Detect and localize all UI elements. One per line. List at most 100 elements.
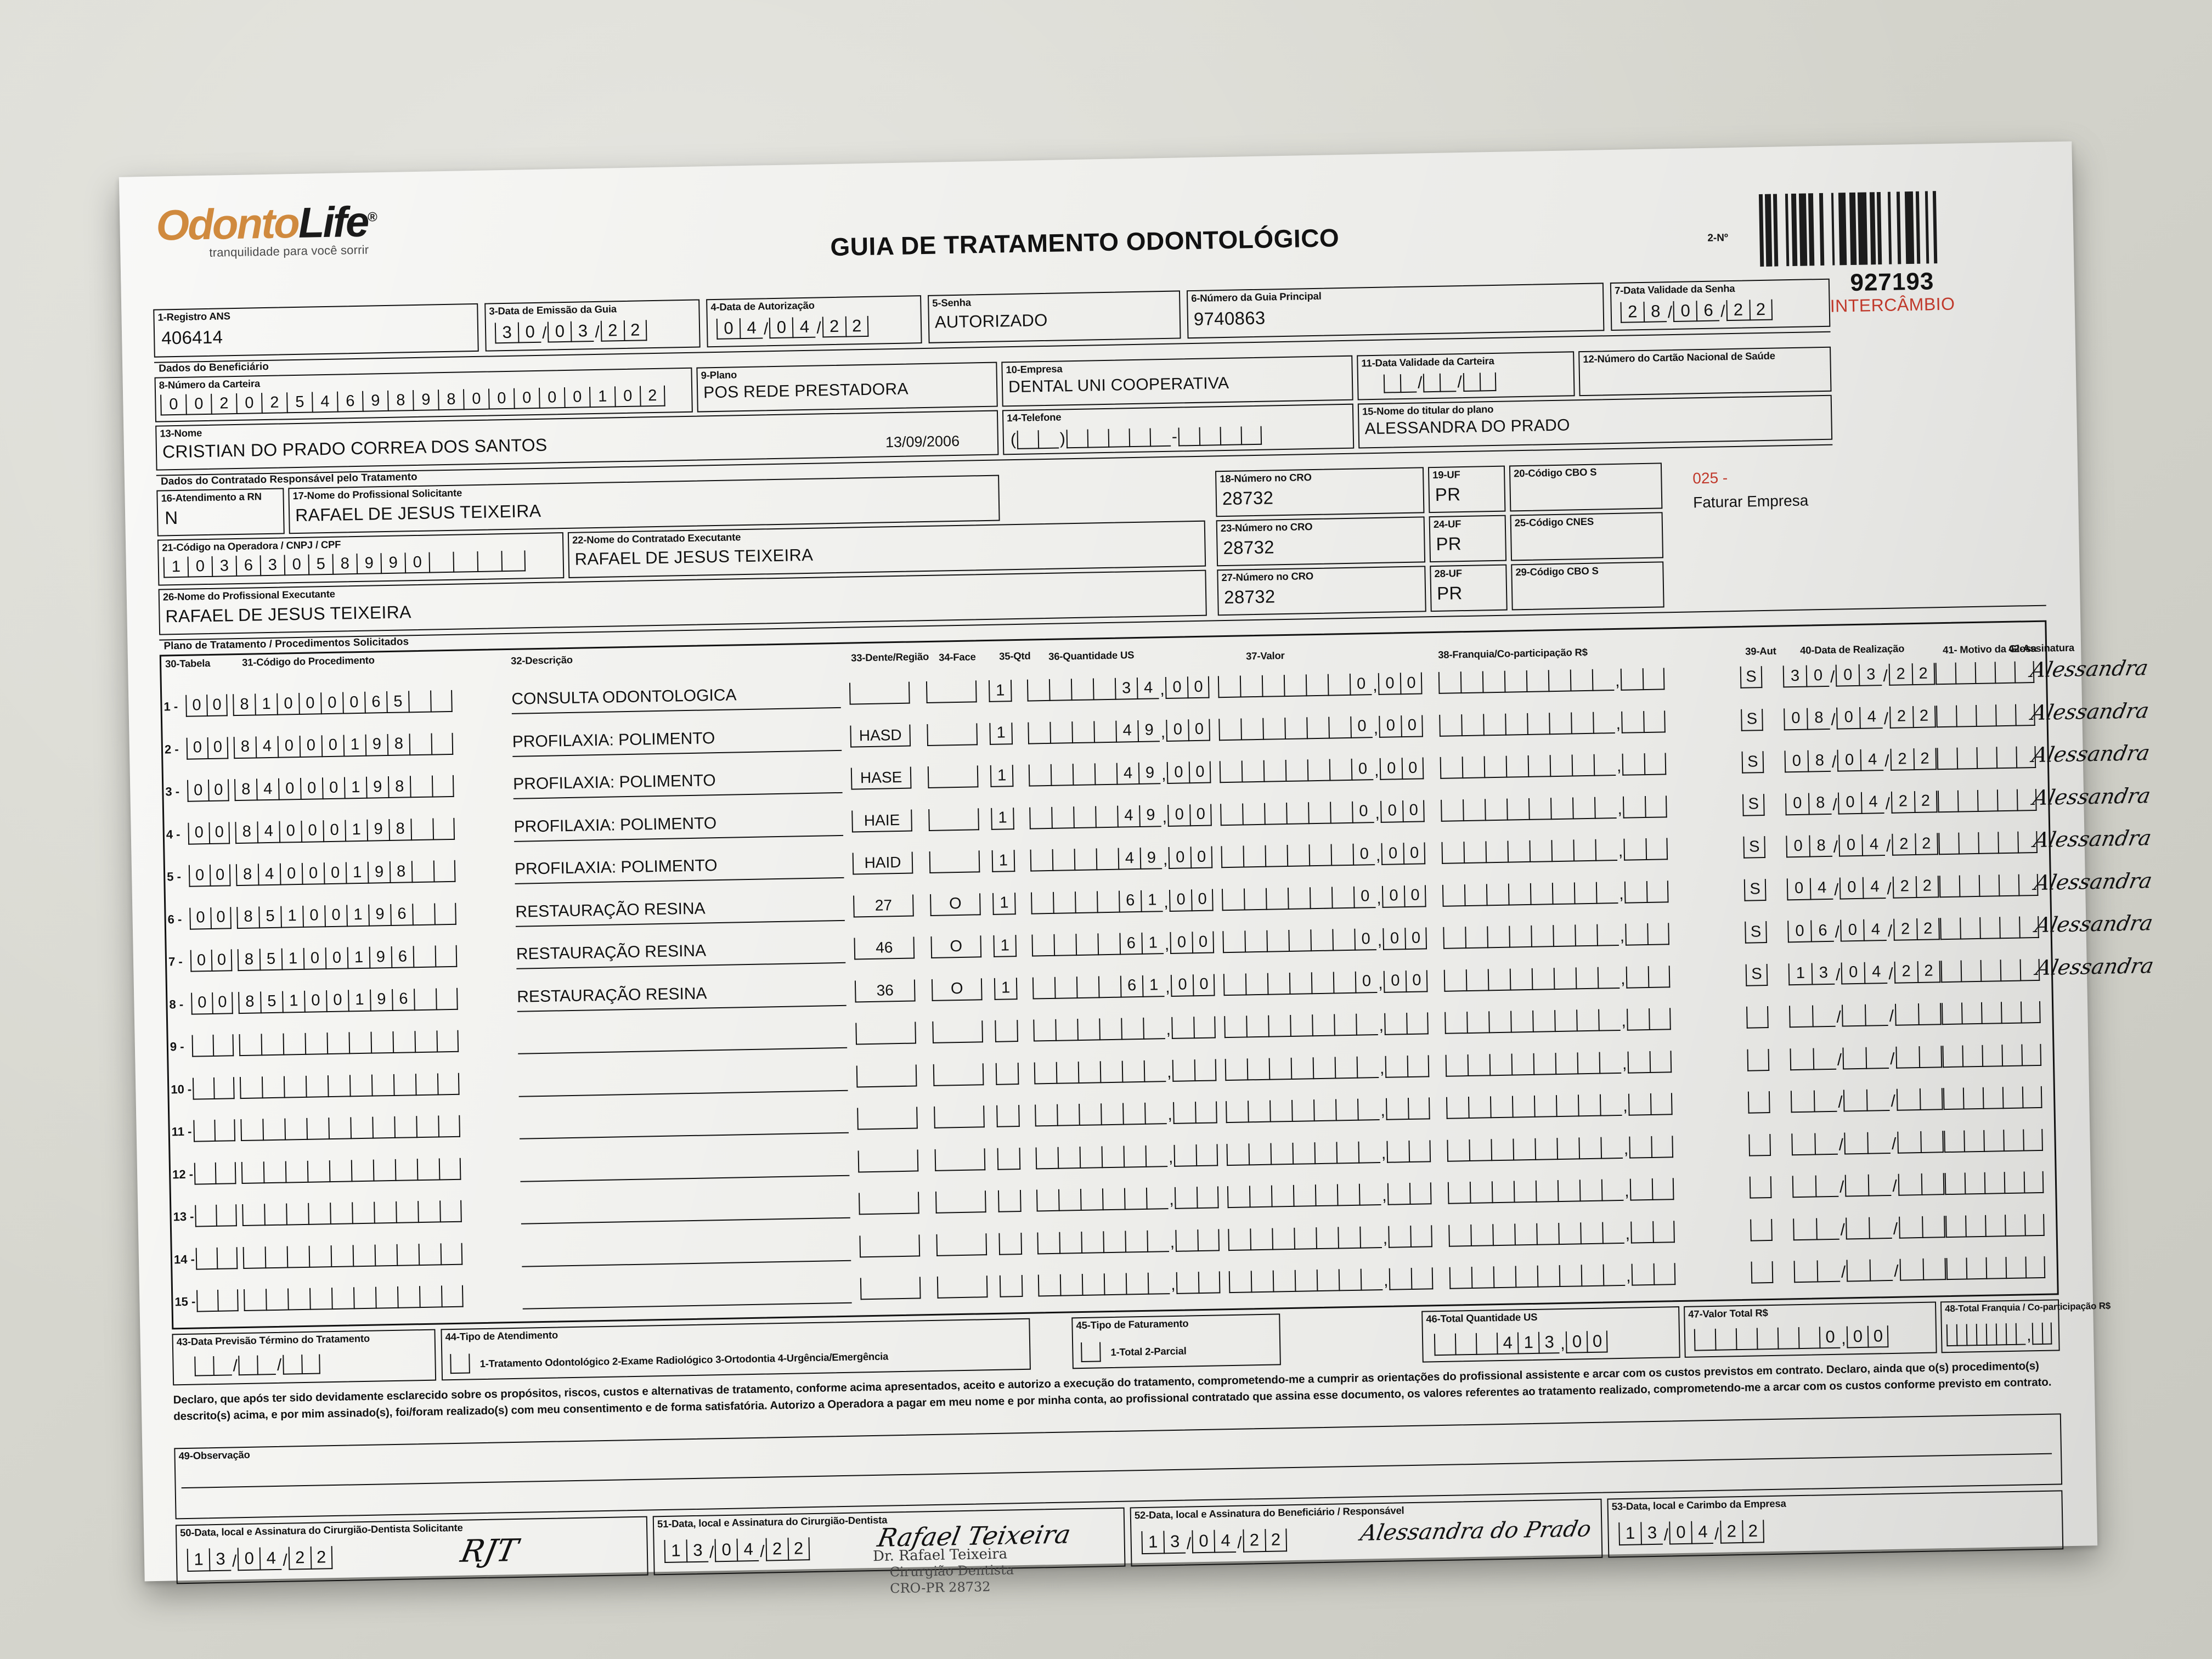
form-cell[interactable] (1333, 971, 1356, 994)
form-cell[interactable] (1751, 1261, 1774, 1284)
cell-aut[interactable]: S (1743, 878, 1767, 901)
form-cell[interactable]: 8 (438, 389, 464, 411)
form-cell[interactable] (1178, 427, 1200, 447)
form-cell[interactable]: 0 (1838, 792, 1861, 815)
form-cell[interactable]: 0 (277, 735, 300, 758)
form-cell[interactable]: 0 (1784, 708, 1807, 730)
form-cell[interactable] (217, 1289, 239, 1312)
form-cell[interactable] (1645, 795, 1668, 818)
form-cell[interactable]: 1 (993, 935, 1017, 957)
form-cell[interactable] (1195, 1143, 1218, 1166)
form-cell[interactable]: 0 (1191, 889, 1214, 911)
cell-us[interactable]: , (1035, 1143, 1218, 1170)
cell-data[interactable]: / / (1791, 1130, 1944, 1155)
cell-descricao[interactable] (519, 1109, 849, 1139)
cell-glosa[interactable] (1939, 873, 2039, 898)
cell-data[interactable]: 3 0/0 3/2 2 (1782, 663, 1936, 688)
form-cell[interactable] (1469, 1138, 1492, 1161)
form-cell[interactable]: 0 (207, 736, 229, 759)
form-cell[interactable] (856, 1064, 917, 1087)
cell-aut[interactable]: S (1743, 836, 1766, 859)
form-cell[interactable] (1121, 1017, 1143, 1040)
form-cell[interactable] (1053, 934, 1076, 956)
form-cell[interactable]: 1 (343, 734, 366, 757)
form-cell[interactable] (1359, 1226, 1382, 1249)
form-cell[interactable] (1073, 805, 1096, 828)
form-cell[interactable] (1939, 875, 1960, 898)
form-cell[interactable] (1408, 1097, 1431, 1120)
form-cell[interactable] (1468, 1096, 1491, 1119)
form-cell[interactable]: 1 (1142, 974, 1165, 997)
form-cell[interactable] (995, 1020, 1019, 1042)
form-cell[interactable] (1017, 430, 1039, 449)
form-cell[interactable]: 2 (1912, 705, 1936, 728)
form-cell[interactable] (1475, 1333, 1497, 1355)
form-cell[interactable] (2023, 1128, 2043, 1152)
form-cell[interactable] (419, 1285, 442, 1308)
form-cell[interactable]: 1 (990, 765, 1014, 787)
cell-descricao[interactable]: CONSULTA ODONTOLOGICA (511, 684, 841, 714)
form-cell[interactable]: 0 (236, 393, 262, 414)
form-cell[interactable]: 1 (187, 1548, 210, 1572)
cell-glosa[interactable] (1942, 1043, 2042, 1068)
form-cell[interactable] (1843, 1089, 1867, 1112)
form-cell[interactable]: 8 (387, 390, 413, 411)
form-cell[interactable] (1099, 1018, 1121, 1041)
form-cell[interactable] (857, 1149, 919, 1172)
form-cell[interactable] (1052, 849, 1075, 871)
form-cell[interactable]: 0 (1354, 928, 1377, 951)
field-44-checkbox[interactable] (450, 1353, 470, 1374)
form-cell[interactable]: 9 (413, 390, 438, 411)
form-cell[interactable] (1121, 1060, 1144, 1083)
form-cell[interactable] (1747, 1091, 1770, 1114)
form-cell[interactable]: 5 (386, 691, 409, 714)
form-cell[interactable] (1623, 795, 1646, 819)
cell-qtd[interactable]: 1 (991, 850, 1015, 872)
form-cell[interactable] (1845, 1174, 1869, 1197)
form-cell[interactable] (1240, 426, 1262, 445)
form-cell[interactable] (330, 1244, 353, 1267)
form-cell[interactable] (1509, 968, 1532, 991)
form-cell[interactable] (1898, 1216, 1922, 1239)
form-cell[interactable] (1534, 1137, 1558, 1160)
form-cell[interactable] (213, 1356, 232, 1376)
cell-aut[interactable]: S (1745, 963, 1768, 986)
form-cell[interactable] (1284, 716, 1307, 740)
form-cell[interactable]: 2 (1916, 918, 1940, 941)
form-cell[interactable]: 4 (739, 318, 763, 340)
form-cell[interactable]: 2 (310, 1546, 333, 1570)
cell-dente[interactable]: HAIE (851, 809, 912, 833)
form-cell[interactable] (453, 551, 478, 573)
form-cell[interactable] (257, 1355, 276, 1375)
form-cell[interactable]: 3 (571, 321, 594, 342)
form-cell[interactable] (1627, 1008, 1650, 1031)
form-cell[interactable]: 0 (1839, 877, 1863, 900)
cell-us[interactable]: , (1034, 1058, 1217, 1085)
form-cell[interactable]: 4 (1214, 1529, 1237, 1553)
form-cell[interactable]: 1 (348, 989, 370, 1012)
form-cell[interactable] (1985, 1323, 1996, 1346)
form-cell[interactable] (1533, 1095, 1556, 1118)
form-cell[interactable]: 1 (1788, 963, 1812, 985)
form-cell[interactable]: 2 (1889, 706, 1913, 729)
form-cell[interactable] (1081, 1342, 1101, 1363)
form-cell[interactable]: 0 (1378, 673, 1401, 695)
form-cell[interactable] (1621, 668, 1643, 691)
form-cell[interactable] (1531, 967, 1554, 990)
form-cell[interactable] (432, 817, 455, 840)
form-cell[interactable] (262, 1118, 285, 1141)
form-cell[interactable] (1946, 1257, 1967, 1280)
form-cell[interactable] (1101, 1146, 1124, 1168)
form-cell[interactable]: 4 (1115, 720, 1138, 743)
form-cell[interactable] (1816, 1217, 1839, 1240)
form-cell[interactable] (1815, 1175, 1839, 1198)
form-cell[interactable]: 0 (539, 387, 565, 409)
cell-qtd[interactable] (998, 1232, 1023, 1255)
form-cell[interactable]: 0 (1786, 878, 1810, 900)
cell-data[interactable]: / / (1789, 1003, 1942, 1028)
form-cell[interactable] (1226, 1101, 1248, 1124)
form-cell[interactable] (1998, 874, 2019, 896)
